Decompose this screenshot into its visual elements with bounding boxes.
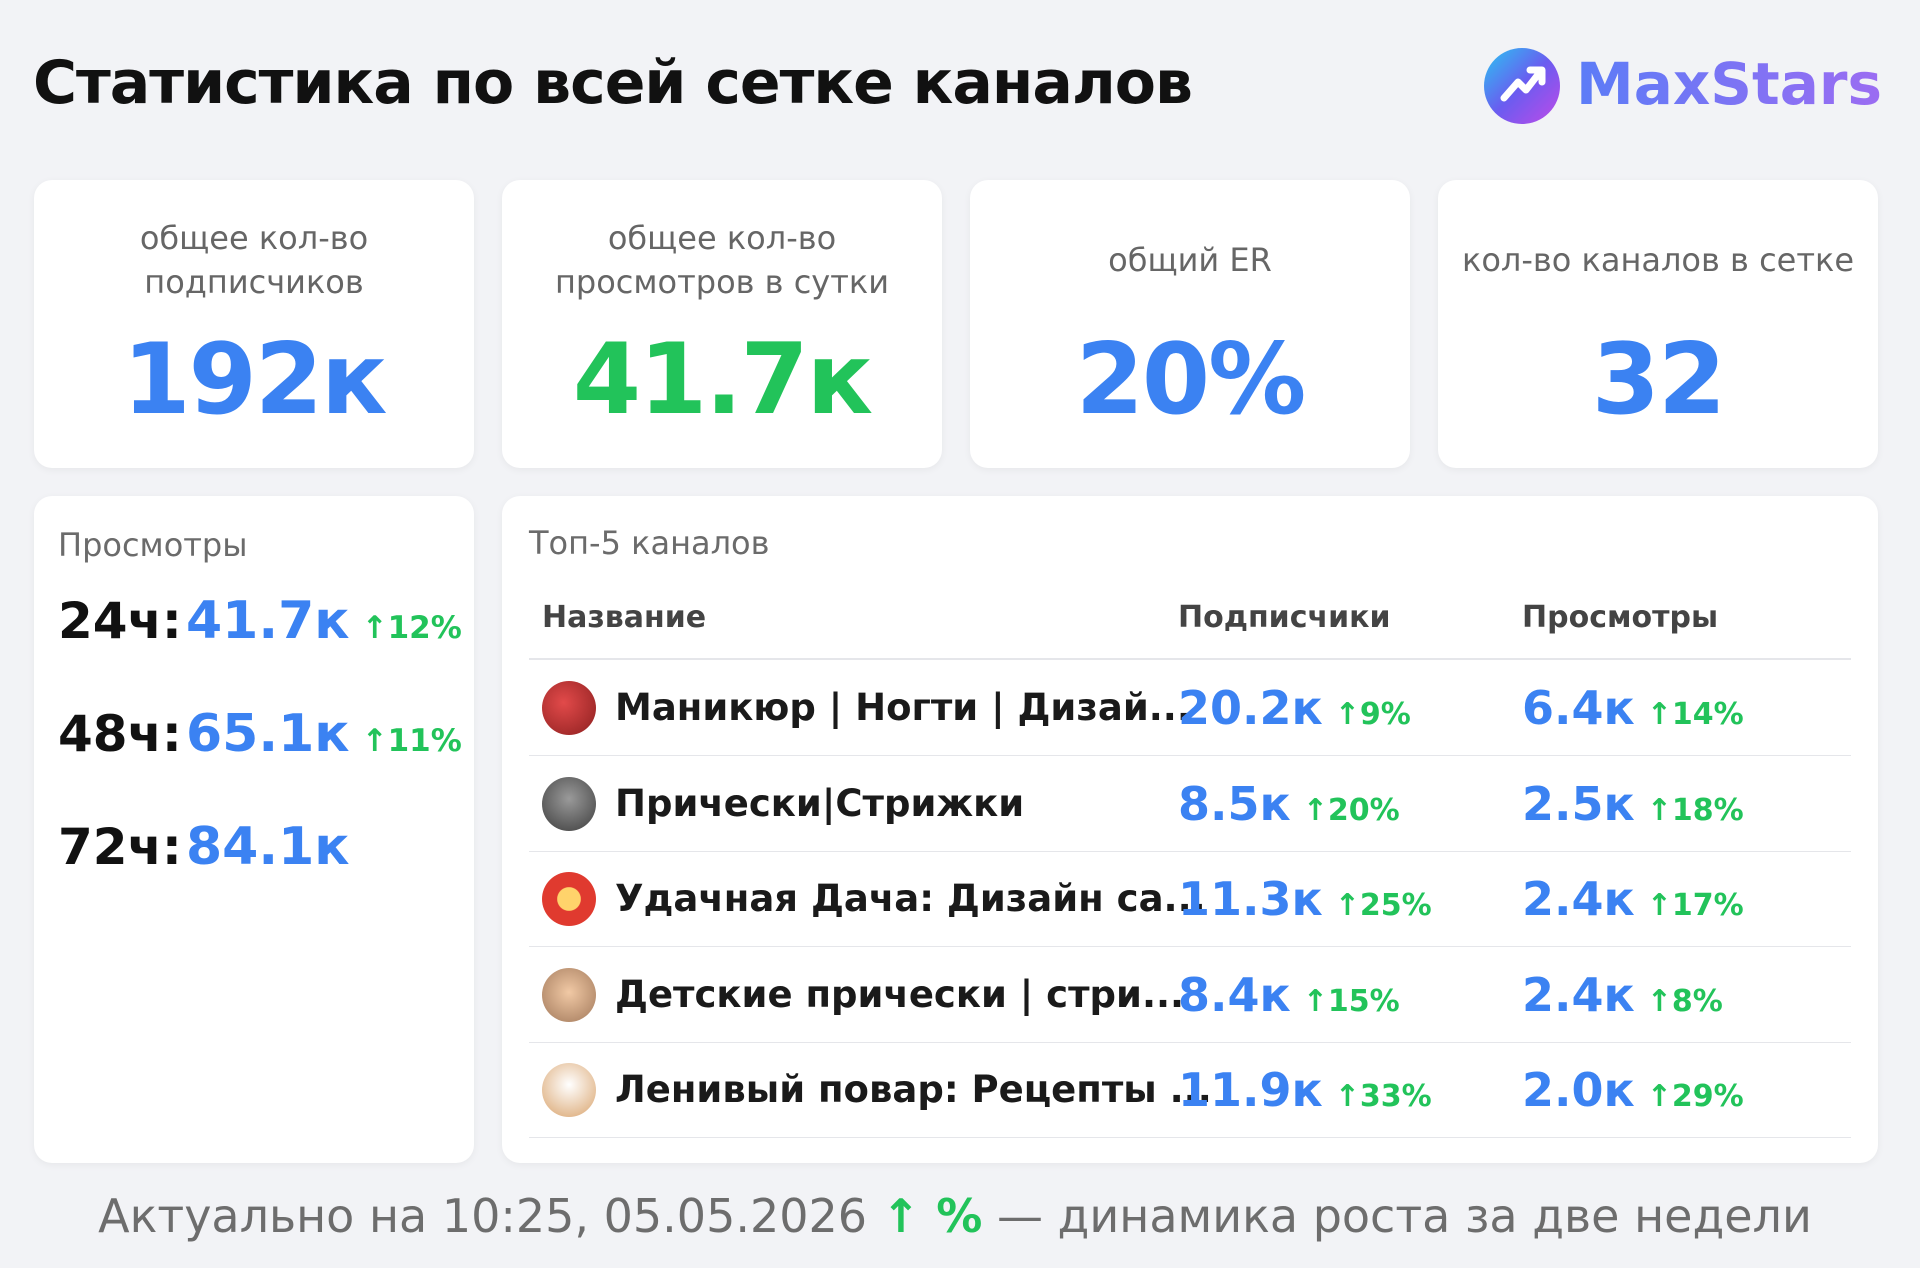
delta: ↑25%	[1334, 888, 1432, 923]
subscribers-value: 11.9к	[1178, 1063, 1323, 1117]
divider	[529, 946, 1851, 947]
subscribers-cell: 20.2к ↑9%	[1178, 680, 1411, 747]
column-header: Просмотры	[1522, 600, 1719, 635]
subscribers-cell: 8.5к ↑20%	[1178, 776, 1400, 843]
delta: ↑17%	[1646, 888, 1744, 923]
subscribers-value: 20.2к	[1178, 681, 1323, 735]
channel-avatar	[542, 967, 596, 1022]
views-value: 2.5к	[1522, 776, 1635, 831]
stat-label: общий ER	[1108, 241, 1272, 279]
views-row: 72ч:84.1к	[58, 817, 350, 889]
period: 24ч:	[58, 592, 182, 650]
logo-text: MaxStars	[1576, 50, 1883, 118]
stat-value: 41.7к	[572, 323, 873, 437]
subscribers-cell: 11.9к ↑33%	[1178, 1062, 1432, 1129]
stat-label: общее кол-во подписчиков	[139, 219, 369, 301]
delta: ↑8%	[1646, 983, 1723, 1019]
divider	[529, 755, 1851, 756]
views-value: 2.4к	[1522, 872, 1635, 926]
panel-title: Просмотры	[58, 526, 248, 564]
channel-name: Ленивый повар: Рецепты ...	[615, 1068, 1212, 1111]
stat-card: общее кол-во просмотров в сутки 41.7к	[502, 180, 942, 468]
views-row: 48ч:65.1к ↑11%	[58, 704, 462, 776]
channel-avatar	[542, 776, 596, 831]
channel-name: Прически|Стрижки	[615, 781, 1025, 825]
subscribers-cell: 11.3к ↑25%	[1178, 871, 1432, 938]
page-title: Статистика по всей сетке каналов	[33, 48, 1193, 118]
column-header: Название	[542, 600, 707, 635]
views-cell: 2.4к ↑8%	[1522, 967, 1723, 1034]
views-cell: 6.4к ↑14%	[1522, 680, 1744, 747]
stat-label: кол-во каналов в сетке	[1461, 241, 1854, 279]
subscribers-cell: 8.4к ↑15%	[1178, 967, 1400, 1034]
views-cell: 2.0к ↑29%	[1522, 1062, 1744, 1129]
views-value: 2.0к	[1522, 1063, 1635, 1117]
channel-name: Детские прически | стри...	[615, 972, 1185, 1016]
views-value: 2.4к	[1522, 967, 1635, 1022]
delta: ↑14%	[1646, 697, 1744, 732]
channel-avatar	[542, 872, 596, 926]
views-row: 24ч:41.7к ↑12%	[58, 591, 462, 663]
stat-value: 20%	[1075, 323, 1307, 437]
period: 48ч:	[58, 705, 182, 763]
footer-date: Актуально на 10:25, 05.05.2026	[98, 1189, 868, 1243]
channel-name: Удачная Дача: Дизайн са...	[615, 877, 1206, 920]
period: 72ч:	[58, 818, 182, 876]
subscribers-value: 11.3к	[1178, 872, 1323, 926]
divider	[529, 1041, 1851, 1043]
channel-name: Маникюр | Ногти | Дизай...	[615, 686, 1191, 729]
footer-note: — динамика роста за две недели	[996, 1189, 1812, 1243]
channel-avatar	[542, 681, 596, 735]
subscribers-value: 8.4к	[1178, 967, 1291, 1022]
stat-card: общее кол-во подписчиков 192к	[34, 180, 474, 468]
views-value: 84.1к	[186, 817, 350, 877]
views-value: 41.7к	[186, 591, 350, 651]
delta: ↑20%	[1302, 792, 1400, 828]
delta: ↑18%	[1646, 792, 1744, 828]
stat-value: 32	[1591, 323, 1726, 437]
stat-value: 192к	[122, 323, 387, 437]
logo-icon	[1484, 48, 1560, 124]
delta: ↑11%	[361, 723, 462, 759]
footer: Актуально на 10:25, 05.05.2026 ↑ % — дин…	[0, 1186, 1910, 1246]
delta: ↑12%	[361, 610, 462, 646]
footer-legend: ↑ %	[881, 1189, 983, 1243]
stat-card: кол-во каналов в сетке 32	[1438, 180, 1878, 468]
delta: ↑15%	[1302, 983, 1400, 1019]
delta: ↑33%	[1334, 1079, 1432, 1114]
delta: ↑9%	[1334, 697, 1411, 732]
divider	[529, 850, 1851, 852]
views-cell: 2.5к ↑18%	[1522, 776, 1744, 843]
views-cell: 2.4к ↑17%	[1522, 871, 1744, 938]
divider	[529, 1137, 1851, 1138]
subscribers-value: 8.5к	[1178, 776, 1291, 831]
views-value: 65.1к	[186, 704, 350, 764]
stat-label: общее кол-во просмотров в сутки	[554, 219, 889, 301]
panel-title: Топ-5 каналов	[529, 524, 770, 562]
views-value: 6.4к	[1522, 681, 1635, 735]
column-header: Подписчики	[1178, 600, 1391, 635]
top-panel: Топ-5 каналов Название Подписчики Просмо…	[502, 496, 1878, 1163]
divider	[529, 658, 1851, 660]
delta: ↑29%	[1646, 1079, 1744, 1114]
stat-card: общий ER 20%	[970, 180, 1410, 468]
channel-avatar	[542, 1063, 596, 1117]
views-panel: Просмотры 24ч:41.7к ↑12% 48ч:65.1к ↑11% 72ч:…	[34, 496, 474, 1163]
